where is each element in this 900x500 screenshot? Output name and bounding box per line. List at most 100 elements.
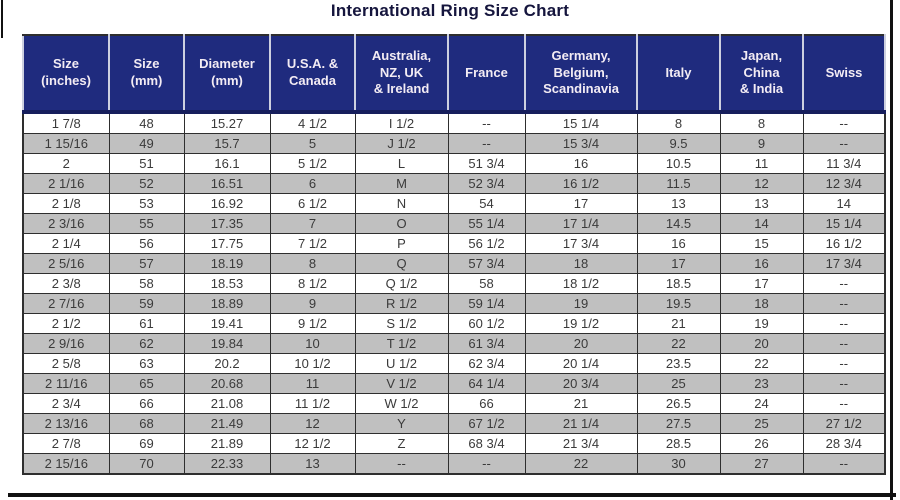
table-cell: 48 [108,111,185,134]
table-cell: 2 11/16 [22,373,110,394]
table-cell: -- [802,133,886,154]
table-row: 2 3/16 55 17.35 7 O 55 1/4 17 1/4 14.5 14 15 1/4 [22,213,886,234]
table-cell: 16 [719,253,804,274]
table-cell: 52 [108,173,185,194]
table-cell: 13 [636,193,721,214]
table-cell: 2 9/16 [22,333,110,354]
table-cell: 66 [108,393,185,414]
table-cell: -- [802,273,886,294]
table-cell: 17.75 [183,233,271,254]
table-cell: 28.5 [636,433,721,454]
table-cell: 28 3/4 [802,433,886,454]
table-cell: O [354,213,449,234]
table-row: 2 7/16 59 18.89 9 R 1/2 59 1/4 19 19.5 18 -- [22,293,886,314]
table-cell: 21 1/4 [524,413,638,434]
table-cell: 20 [524,333,638,354]
table-cell: 55 1/4 [447,213,526,234]
table-cell: 27 1/2 [802,413,886,434]
table-cell: 2 [22,153,110,174]
table-cell: 2 7/8 [22,433,110,454]
table-cell: 8 [636,111,721,134]
table-cell: 5 1/2 [269,153,356,174]
table-cell: 2 5/16 [22,253,110,274]
table-cell: W 1/2 [354,393,449,414]
header-cell-7: Germany, Belgium, Scandinavia [524,34,638,114]
table-cell: 64 1/4 [447,373,526,394]
frame-line-right [890,0,893,500]
table-cell: J 1/2 [354,133,449,154]
header-cell-6: France [447,34,526,114]
table-cell: 2 3/16 [22,213,110,234]
frame-line-bottom [8,493,896,497]
table-cell: 21.08 [183,393,271,414]
table-cell: 56 [108,233,185,254]
table-cell: 63 [108,353,185,374]
table-cell: 17 1/4 [524,213,638,234]
table-cell: 66 [447,393,526,414]
table-cell: 20 3/4 [524,373,638,394]
table-cell: 13 [269,453,356,475]
table-cell: -- [802,313,886,334]
table-cell: 19.41 [183,313,271,334]
table-cell: 22 [719,353,804,374]
table-cell: 62 3/4 [447,353,526,374]
table-row: 2 1/8 53 16.92 6 1/2 N 54 17 13 13 14 [22,193,886,214]
table-cell: 20.2 [183,353,271,374]
table-cell: 26 [719,433,804,454]
table-cell: 26.5 [636,393,721,414]
table-cell: 11 3/4 [802,153,886,174]
table-cell: 17 [636,253,721,274]
table-cell: 18.5 [636,273,721,294]
table-cell: 51 3/4 [447,153,526,174]
table-cell: 15 1/4 [524,111,638,134]
table-cell: 9 [269,293,356,314]
table-cell: 65 [108,373,185,394]
table-cell: 15 1/4 [802,213,886,234]
table-cell: 11 [269,373,356,394]
table-row: 2 11/16 65 20.68 11 V 1/2 64 1/4 20 3/4 25 23 -- [22,373,886,394]
table-cell: 70 [108,453,185,475]
table-cell: 69 [108,433,185,454]
table-cell: 61 3/4 [447,333,526,354]
header-cell-2: Size (mm) [108,34,185,114]
table-cell: P [354,233,449,254]
table-cell: 30 [636,453,721,475]
table-cell: 60 1/2 [447,313,526,334]
table-cell: 24 [719,393,804,414]
table-cell: 16.51 [183,173,271,194]
table-cell: 19 [524,293,638,314]
table-header-row: Size (inches) Size (mm) Diameter (mm) U.S.A… [22,34,886,114]
table-cell: 14 [802,193,886,214]
table-row: 2 7/8 69 21.89 12 1/2 Z 68 3/4 21 3/4 28.5 26 28 … [22,433,886,454]
table-cell: 4 1/2 [269,111,356,134]
table-cell: U 1/2 [354,353,449,374]
table-cell: 10 [269,333,356,354]
table-cell: 2 3/4 [22,393,110,414]
table-row: 1 7/8 48 15.27 4 1/2 I 1/2 -- 15 1/4 8 8 -- [22,111,886,134]
table-cell: 15 [719,233,804,254]
table-cell: 9.5 [636,133,721,154]
table-cell: -- [802,453,886,475]
table-row: 2 1/2 61 19.41 9 1/2 S 1/2 60 1/2 19 1/2 21 19 -- [22,313,886,334]
table-cell: 57 [108,253,185,274]
table-row: 2 3/8 58 18.53 8 1/2 Q 1/2 58 18 1/2 18.5 17 -- [22,273,886,294]
table-cell: 18 [719,293,804,314]
table-row: 1 15/16 49 15.7 5 J 1/2 -- 15 3/4 9.5 9 -- [22,133,886,154]
table-cell: 14 [719,213,804,234]
table-cell: 7 [269,213,356,234]
table-cell: 15 3/4 [524,133,638,154]
table-cell: 18.89 [183,293,271,314]
table-cell: 21.49 [183,413,271,434]
table-cell: 19.84 [183,333,271,354]
table-cell: 10.5 [636,153,721,174]
table-cell: 5 [269,133,356,154]
table-cell: 2 7/16 [22,293,110,314]
table-cell: I 1/2 [354,111,449,134]
table-cell: 8 [269,253,356,274]
table-cell: 2 1/16 [22,173,110,194]
table-cell: 16.1 [183,153,271,174]
table-cell: 20 1/4 [524,353,638,374]
table-cell: 12 [269,413,356,434]
table-cell: S 1/2 [354,313,449,334]
table-cell: 59 [108,293,185,314]
